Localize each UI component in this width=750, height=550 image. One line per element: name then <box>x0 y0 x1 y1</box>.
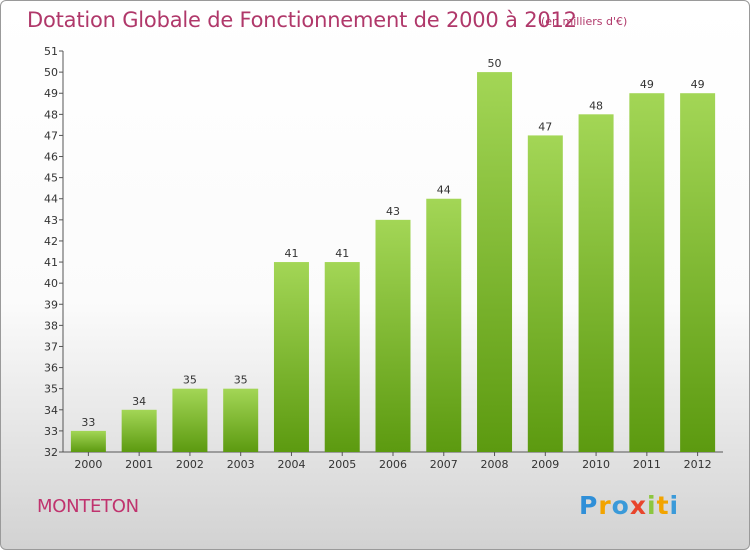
y-tick-label: 33 <box>44 425 58 438</box>
data-label-2009: 47 <box>538 120 552 133</box>
y-tick-label: 47 <box>44 129 58 142</box>
logo-letter: t <box>656 491 670 520</box>
x-tick-label: 2003 <box>227 458 255 471</box>
bar-2004 <box>273 262 309 452</box>
logo-letter: P <box>579 491 599 520</box>
y-tick-label: 42 <box>44 235 58 248</box>
data-label-2011: 49 <box>640 78 654 91</box>
bar-chart: 32 33 34 35 36 37 38 39 40 41 42 43 44 45 46 47 48 49 50 51… <box>44 45 723 471</box>
y-tick-label: 46 <box>44 151 58 164</box>
y-tick-label: 45 <box>44 172 58 185</box>
bar-2005 <box>324 262 360 452</box>
x-tick-label: 2007 <box>430 458 458 471</box>
x-tick-label: 2005 <box>328 458 356 471</box>
x-tick-label: 2000 <box>74 458 102 471</box>
bars <box>70 72 716 453</box>
y-tick-label: 43 <box>44 214 58 227</box>
y-tick-label: 34 <box>44 404 58 417</box>
x-tick-label: 2008 <box>481 458 509 471</box>
bar-2008 <box>477 72 513 453</box>
chart-subtitle: (en milliers d'€) <box>541 15 628 28</box>
y-tick-label: 37 <box>44 340 58 353</box>
y-tick-label: 44 <box>44 193 58 206</box>
x-tick-label: 2011 <box>633 458 661 471</box>
data-label-2007: 44 <box>437 184 451 197</box>
data-label-2010: 48 <box>589 99 603 112</box>
bar-2000 <box>70 430 106 452</box>
y-tick-label: 51 <box>44 45 58 58</box>
y-tick-label: 49 <box>44 87 58 100</box>
data-label-2000: 33 <box>81 416 95 429</box>
x-tick-label: 2002 <box>176 458 204 471</box>
x-tick-label: 2012 <box>684 458 712 471</box>
x-tick-label: 2001 <box>125 458 153 471</box>
x-tick-label: 2009 <box>531 458 559 471</box>
data-label-2001: 34 <box>132 395 146 408</box>
x-tick-label: 2006 <box>379 458 407 471</box>
data-label-2008: 50 <box>488 57 502 70</box>
x-tick-label: 2004 <box>277 458 305 471</box>
y-tick-label: 40 <box>44 277 58 290</box>
x-tick-label: 2010 <box>582 458 610 471</box>
bar-2012 <box>680 93 716 453</box>
logo-letter: i <box>647 491 657 520</box>
proxiti-logo: Proxiti <box>579 491 679 520</box>
axes: 32 33 34 35 36 37 38 39 40 41 42 43 44 45 46 47 48 49 50 51… <box>44 45 723 471</box>
logo-letter: i <box>669 491 680 520</box>
logo-letter: r <box>598 491 612 520</box>
data-label-2003: 35 <box>234 374 248 387</box>
y-tick-label: 39 <box>44 298 58 311</box>
bar-2001 <box>121 409 157 452</box>
bar-2010 <box>578 114 614 452</box>
y-tick-label: 32 <box>44 446 58 459</box>
commune-name: MONTETON <box>37 496 139 517</box>
bar-2006 <box>375 219 411 452</box>
data-label-2012: 49 <box>691 78 705 91</box>
bar-2011 <box>629 93 665 453</box>
y-tick-label: 38 <box>44 319 58 332</box>
data-label-2004: 41 <box>284 247 298 260</box>
y-tick-label: 35 <box>44 383 58 396</box>
logo-letter: x <box>629 491 647 520</box>
bar-2009 <box>527 135 563 452</box>
y-tick-label: 41 <box>44 256 58 269</box>
y-tick-label: 50 <box>44 66 58 79</box>
data-labels: 33 34 35 35 41 41 43 44 50 47 48 49 49 <box>81 57 704 429</box>
bar-2002 <box>172 388 208 452</box>
data-label-2006: 43 <box>386 205 400 218</box>
bar-2003 <box>223 388 259 452</box>
data-label-2005: 41 <box>335 247 349 260</box>
data-label-2002: 35 <box>183 374 197 387</box>
logo-letter: o <box>611 491 630 520</box>
chart-title: Dotation Globale de Fonctionnement de 20… <box>27 8 577 32</box>
y-tick-label: 48 <box>44 108 58 121</box>
bar-2007 <box>426 198 462 452</box>
y-tick-label: 36 <box>44 362 58 375</box>
